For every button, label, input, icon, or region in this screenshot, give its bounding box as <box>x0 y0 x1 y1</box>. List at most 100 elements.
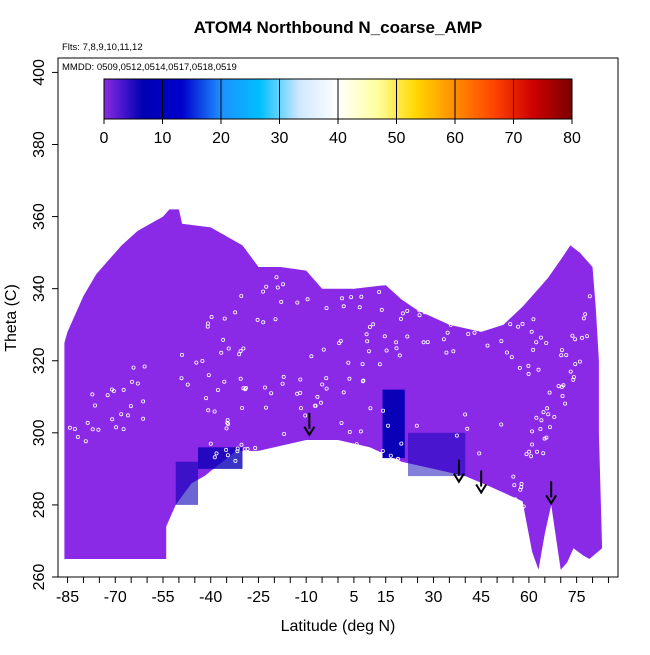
obs-point <box>573 362 578 367</box>
obs-point <box>381 408 386 413</box>
obs-point <box>357 454 362 459</box>
obs-point <box>129 379 134 384</box>
obs-point <box>397 353 402 358</box>
obs-point <box>587 294 592 299</box>
obs-point <box>391 283 396 288</box>
obs-point <box>209 314 214 319</box>
obs-point <box>480 306 485 311</box>
obs-point <box>405 334 410 339</box>
obs-point <box>504 350 509 355</box>
obs-point <box>399 441 404 446</box>
obs-point <box>324 306 329 311</box>
obs-point <box>365 339 370 344</box>
obs-point <box>561 383 566 388</box>
x-tick-label: 30 <box>425 589 443 606</box>
obs-point <box>90 392 95 397</box>
obs-point <box>357 305 362 310</box>
obs-point <box>524 452 529 457</box>
y-tick-label: 360 <box>31 203 48 230</box>
field-layer <box>64 209 603 570</box>
obs-point <box>560 393 565 398</box>
obs-point <box>320 382 325 387</box>
obs-point <box>275 285 280 290</box>
obs-point <box>348 450 353 455</box>
colorbar-tick-label: 40 <box>329 130 347 147</box>
obs-point <box>580 335 585 340</box>
obs-point <box>367 324 372 329</box>
obs-point <box>508 322 513 327</box>
obs-point <box>179 376 184 381</box>
obs-point <box>546 412 551 417</box>
obs-point <box>441 337 446 342</box>
obs-point <box>494 321 499 326</box>
obs-point <box>110 417 115 422</box>
obs-point <box>360 362 365 367</box>
x-tick-label: -25 <box>247 589 270 606</box>
obs-point <box>235 446 240 451</box>
obs-point <box>577 359 582 364</box>
obs-point <box>499 422 504 427</box>
obs-point <box>445 330 450 335</box>
obs-point <box>477 451 482 456</box>
obs-point <box>339 296 344 301</box>
obs-point <box>510 505 515 510</box>
obs-point <box>93 403 98 408</box>
obs-point <box>72 426 77 431</box>
obs-point <box>435 284 440 289</box>
obs-point <box>417 308 422 313</box>
y-tick-label: 280 <box>31 491 48 518</box>
obs-point <box>67 425 72 430</box>
obs-point <box>179 352 184 357</box>
data-field-region <box>64 209 603 570</box>
chart-title: ATOM4 Northbound N_coarse_AMP <box>194 18 482 37</box>
obs-point <box>303 413 308 418</box>
arrow-marker-3 <box>545 481 558 506</box>
obs-point <box>75 434 80 439</box>
obs-point <box>239 293 244 298</box>
obs-point <box>531 347 536 352</box>
obs-point <box>255 317 260 322</box>
colorbar-tick-label: 50 <box>388 130 406 147</box>
arrow-marker-1 <box>453 459 465 484</box>
obs-point <box>204 396 209 401</box>
obs-point <box>530 429 535 434</box>
obs-point <box>131 365 136 370</box>
obs-point <box>541 451 546 456</box>
obs-point <box>394 458 399 463</box>
colorbar-tick-label: 20 <box>212 130 230 147</box>
obs-point <box>556 384 561 389</box>
obs-point <box>361 378 366 383</box>
obs-point <box>337 261 342 266</box>
obs-point <box>377 362 382 367</box>
obs-point <box>530 442 535 447</box>
obs-point <box>324 376 329 381</box>
obs-point <box>347 429 352 434</box>
obs-point <box>135 381 140 386</box>
obs-point <box>280 282 285 287</box>
obs-point <box>121 427 126 432</box>
colorbar-tick-label: 30 <box>271 130 289 147</box>
obs-point <box>427 278 432 283</box>
obs-point <box>538 335 543 340</box>
obs-point <box>422 310 427 315</box>
obs-point <box>264 284 269 289</box>
obs-point <box>379 307 384 312</box>
x-tick-label: -40 <box>199 589 222 606</box>
x-tick-label: -55 <box>151 589 174 606</box>
obs-point <box>521 504 526 509</box>
y-tick-label: 260 <box>31 564 48 591</box>
dates-label: MMDD: 0509,0512,0514,0517,0518,0519 <box>62 62 237 73</box>
obs-point <box>194 360 199 365</box>
x-tick-label: -85 <box>56 589 79 606</box>
obs-point <box>373 260 378 265</box>
obs-point <box>337 341 342 346</box>
obs-point <box>511 474 516 479</box>
obs-point <box>548 425 553 430</box>
obs-point <box>444 350 449 355</box>
enhanced-region-0 <box>382 389 405 459</box>
obs-point <box>221 337 226 342</box>
obs-point <box>224 447 229 452</box>
obs-point <box>339 420 344 425</box>
obs-point <box>405 308 410 313</box>
